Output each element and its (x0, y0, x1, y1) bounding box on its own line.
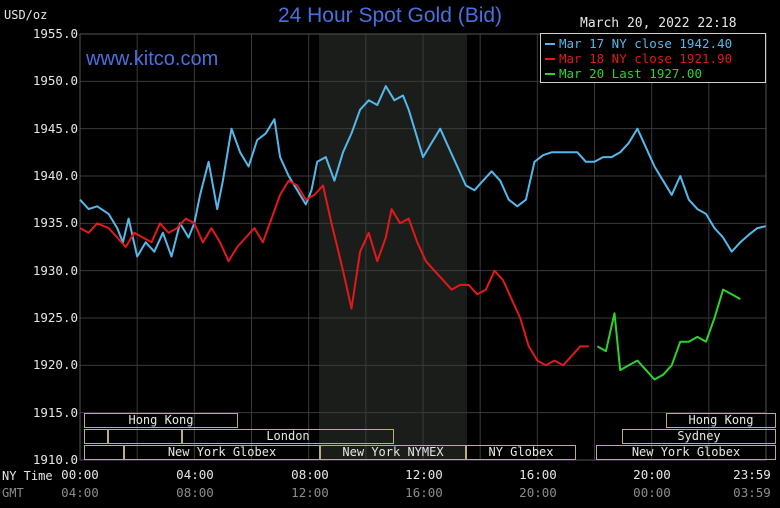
chart-title: 24 Hour Spot Gold (Bid) (277, 4, 503, 27)
session-new-york-nymex: New York NYMEX (320, 445, 466, 460)
gmt-row-label: GMT (2, 486, 24, 500)
y-tick-label: 1915.0 (32, 405, 78, 420)
x-tick-gmt: 12:00 (291, 485, 329, 500)
y-axis-units: USD/oz (4, 8, 48, 22)
x-tick-gmt: 00:00 (633, 485, 671, 500)
series-mar20-line (596, 288, 741, 381)
x-tick-gmt: 20:00 (519, 485, 557, 500)
series-layer (79, 85, 766, 381)
x-tick-gmt: 03:59 (733, 485, 771, 500)
chart-grid (79, 33, 767, 461)
legend-swatch-mar17 (545, 42, 555, 45)
y-tick-label: 1935.0 (32, 215, 78, 230)
y-tick-label: 1910.0 (32, 452, 78, 467)
ny-time-row-label: NY Time (2, 469, 53, 483)
x-tick-ny: 20:00 (633, 467, 671, 482)
session-sydney: Sydney (622, 429, 776, 444)
session-ny-globex: NY Globex (466, 445, 576, 460)
x-tick-ny: 04:00 (176, 467, 214, 482)
nymex-session-shade (319, 34, 467, 460)
legend-swatch-mar20 (545, 72, 555, 75)
session-bar-left-edge (84, 429, 108, 444)
x-tick-ny: 12:00 (405, 467, 443, 482)
x-tick-gmt: 08:00 (176, 485, 214, 500)
kitco-watermark-link[interactable]: www.kitco.com (86, 48, 219, 70)
session-new-york-globex-1: New York Globex (124, 445, 320, 460)
chart-legend: Mar 17 NY close 1942.40 Mar 18 NY close … (540, 33, 766, 83)
x-tick-ny: 08:00 (291, 467, 329, 482)
series-mar18-line (79, 179, 589, 367)
legend-label-mar18: Mar 18 NY close 1921.90 (559, 51, 733, 66)
session-bar-left-edge-2 (84, 445, 124, 460)
legend-item-mar17: Mar 17 NY close 1942.40 (545, 36, 765, 51)
session-new-york-globex-2: New York Globex (596, 445, 776, 460)
y-tick-label: 1955.0 (32, 26, 78, 41)
x-tick-gmt: 04:00 (61, 485, 99, 500)
chart-timestamp: March 20, 2022 22:18 (580, 16, 737, 31)
x-tick-ny: 16:00 (519, 467, 557, 482)
y-tick-label: 1945.0 (32, 121, 78, 136)
session-hong-kong-2: Hong Kong (666, 413, 776, 428)
x-tick-gmt: 16:00 (405, 485, 443, 500)
y-tick-label: 1950.0 (32, 73, 78, 88)
y-tick-label: 1930.0 (32, 263, 78, 278)
session-london: London (182, 429, 394, 444)
plot-frame (79, 33, 767, 461)
session-bar-empty (108, 429, 182, 444)
y-tick-label: 1940.0 (32, 168, 78, 183)
legend-item-mar20: Mar 20 Last 1927.00 (545, 66, 765, 81)
x-tick-ny: 23:59 (733, 467, 771, 482)
legend-label-mar17: Mar 17 NY close 1942.40 (559, 36, 733, 51)
x-tick-ny: 00:00 (61, 467, 99, 482)
y-tick-label: 1925.0 (32, 310, 78, 325)
legend-item-mar18: Mar 18 NY close 1921.90 (545, 51, 765, 66)
session-hong-kong-1: Hong Kong (84, 413, 238, 428)
legend-swatch-mar18 (545, 57, 555, 60)
legend-label-mar20: Mar 20 Last 1927.00 (559, 66, 702, 81)
y-tick-label: 1920.0 (32, 357, 78, 372)
series-mar17-line (79, 85, 766, 258)
